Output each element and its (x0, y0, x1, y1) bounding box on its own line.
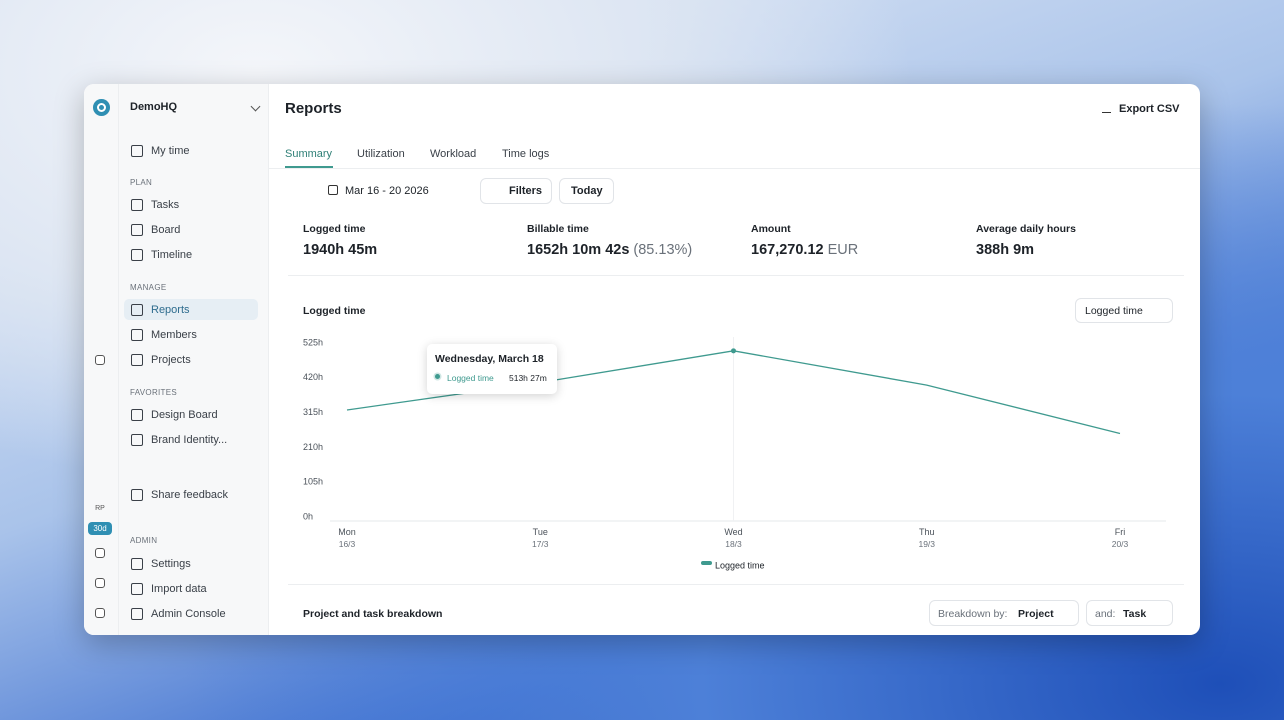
x-tick-date: 19/3 (918, 539, 935, 549)
y-tick-label: 525h (303, 337, 323, 347)
export-button[interactable]: Export CSV (1119, 103, 1180, 115)
reports-highlight (124, 299, 258, 320)
x-tick-date: 17/3 (532, 539, 549, 549)
nav-item[interactable]: Brand Identity... (130, 434, 228, 446)
and-label: and: (1095, 608, 1116, 620)
nav-item[interactable]: Reports (131, 304, 190, 316)
stats-divider (288, 275, 1184, 276)
x-tick-label: Thu (919, 527, 935, 537)
breakdown-title: Project and task breakdown (303, 608, 443, 620)
hover-point (731, 348, 736, 354)
nav-item[interactable]: Members (131, 329, 197, 341)
tooltip: Wednesday, March 18 Logged time 513h 27m (427, 344, 557, 394)
nav-item[interactable]: Timeline (130, 249, 193, 261)
nav-heading: PLAN (130, 178, 153, 187)
badge[interactable]: 30d (88, 522, 112, 535)
legend-swatch (701, 561, 712, 565)
avatar: RP (95, 505, 105, 512)
stat-label: Billable time (527, 223, 589, 235)
rail-icon[interactable] (95, 578, 105, 588)
breakdown-select[interactable] (929, 600, 1079, 626)
nav-item[interactable]: Design Board (131, 409, 218, 421)
tab[interactable]: Time logs (502, 148, 550, 160)
sidebar (84, 84, 269, 635)
y-tick-label: 210h (303, 442, 323, 452)
x-tick-label: Fri (1115, 527, 1126, 537)
and-value[interactable]: Task (1123, 608, 1147, 620)
export-icon (1102, 103, 1111, 113)
stat-label: Logged time (303, 223, 366, 235)
stat-label: Amount (751, 223, 791, 235)
date-range[interactable]: Mar 16 - 20 2026 (345, 185, 429, 197)
logo[interactable] (93, 99, 110, 116)
metric-selector-label[interactable]: Logged time (1085, 305, 1143, 317)
rail-icon[interactable] (95, 608, 105, 618)
stat-value: 1940h 45m (303, 242, 378, 258)
nav-item[interactable]: Projects (131, 354, 191, 366)
nav-item[interactable]: Board (130, 224, 181, 236)
tooltip-title: Wednesday, March 18 (435, 353, 544, 365)
tooltip-dot (435, 374, 440, 379)
y-tick-label: 105h (303, 477, 323, 487)
x-tick-label: Tue (533, 527, 548, 537)
today-button[interactable] (559, 178, 614, 204)
y-tick-label: 0h (303, 511, 313, 521)
chart-title: Logged time (303, 305, 366, 317)
x-tick-date: 20/3 (1112, 539, 1129, 549)
tooltip-value: 513h 27m (509, 373, 547, 383)
nav-item[interactable]: Import data (131, 583, 207, 595)
rail-icon[interactable] (95, 548, 105, 558)
tab[interactable]: Utilization (357, 148, 405, 160)
x-tick-label: Wed (724, 527, 742, 537)
x-tick-date: 16/3 (339, 539, 356, 549)
filters-label[interactable]: Filters (509, 185, 543, 197)
nav-item[interactable]: Share feedback (130, 489, 229, 501)
breakdown-label: Breakdown by: (938, 608, 1008, 620)
x-tick-label: Mon (338, 527, 356, 537)
stat-value: 167,270.12 EUR (751, 242, 859, 258)
filters-button[interactable] (480, 178, 552, 204)
nav-heading: FAVORITES (130, 388, 178, 397)
app-window: DemoHQ My time PLAN Tasks Board Timeline MANAG… (84, 84, 1200, 635)
nav-item[interactable]: Settings (131, 558, 191, 570)
tab[interactable]: Workload (430, 148, 477, 160)
tab-underline (285, 166, 333, 168)
stat-unit: EUR (827, 242, 859, 258)
nav-item[interactable]: My time (131, 145, 190, 157)
chart-divider (288, 584, 1184, 585)
y-tick-label: 315h (303, 407, 323, 417)
breakdown-value[interactable]: Project (1018, 608, 1054, 620)
x-tick-date: 18/3 (725, 539, 742, 549)
nav-heading: ADMIN (130, 536, 158, 545)
legend-label: Logged time (715, 560, 765, 570)
stat-extra: (85.13%) (633, 242, 693, 258)
y-tick-label: 420h (303, 372, 323, 382)
tooltip-series: Logged time (447, 373, 494, 383)
tab[interactable]: Summary (285, 148, 333, 160)
today-label[interactable]: Today (571, 185, 603, 197)
rail-icon[interactable] (95, 355, 105, 365)
metric-selector[interactable] (1075, 298, 1173, 323)
stat-value: 388h 9m (976, 242, 1035, 258)
stat-value: 1652h 10m 42s (85.13%) (527, 242, 693, 258)
tabs-divider (268, 168, 1200, 169)
and-select[interactable] (1086, 600, 1173, 626)
page-title: Reports (285, 100, 342, 117)
stat-label: Average daily hours (976, 223, 1076, 235)
calendar-icon (328, 185, 338, 195)
nav-item[interactable]: Admin Console (131, 608, 226, 620)
rail-divider (118, 84, 119, 635)
workspace-name[interactable]: DemoHQ (130, 101, 178, 113)
nav-item[interactable]: Tasks (130, 199, 180, 211)
nav-heading: MANAGE (130, 283, 167, 292)
